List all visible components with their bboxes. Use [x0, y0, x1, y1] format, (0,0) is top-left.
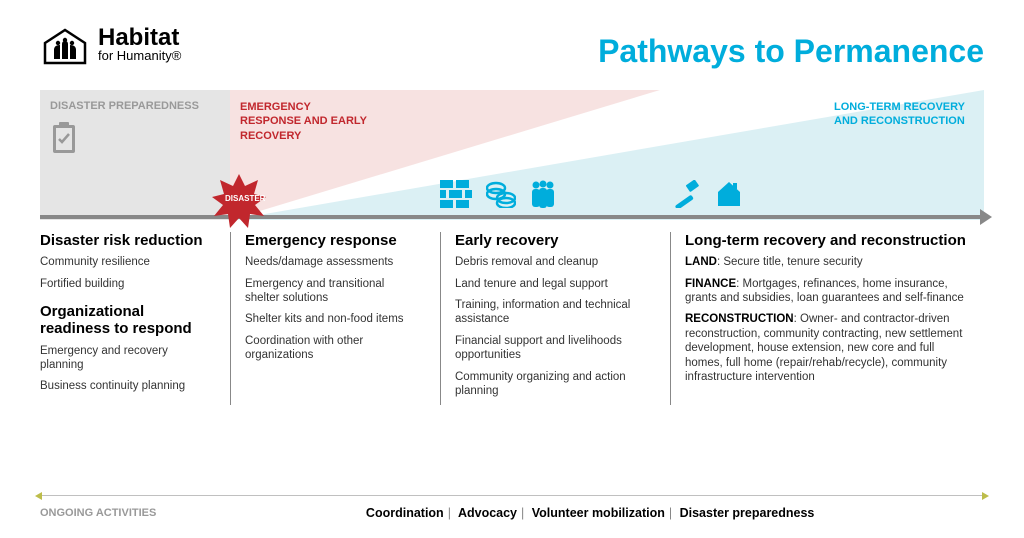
content-columns: Disaster risk reduction Community resili…	[40, 232, 984, 405]
col1-item: Community resilience	[40, 255, 212, 269]
col3-item: Community organizing and action planning	[455, 370, 652, 399]
col3-item: Training, information and technical assi…	[455, 298, 652, 327]
column-early-recovery: Early recovery Debris removal and cleanu…	[440, 232, 670, 405]
logo-text: Habitat for Humanity®	[98, 27, 181, 64]
col2-item: Emergency and transitional shelter solut…	[245, 277, 422, 306]
ongoing-label: ONGOING ACTIVITIES	[40, 507, 156, 519]
col1-heading-2: Organizational readiness to respond	[40, 303, 212, 338]
col2-item: Coordination with other organizations	[245, 334, 422, 363]
col1-heading-1: Disaster risk reduction	[40, 232, 212, 249]
early-recovery-icons	[440, 180, 556, 208]
longterm-label: LONG-TERM RECOVERY AND RECONSTRUCTION	[834, 100, 974, 129]
page-title: Pathways to Permanence	[598, 25, 984, 70]
timeline-arrow	[40, 215, 984, 219]
house-icon	[714, 180, 744, 208]
header: Habitat for Humanity® Pathways to Perman…	[0, 0, 1024, 80]
footer: ONGOING ACTIVITIES Coordination| Advocac…	[40, 495, 984, 520]
column-emergency-response: Emergency response Needs/damage assessme…	[230, 232, 440, 405]
column-disaster-risk: Disaster risk reduction Community resili…	[40, 232, 230, 405]
emergency-label: EMERGENCY RESPONSE AND EARLY RECOVERY	[240, 100, 370, 143]
column-long-term: Long-term recovery and reconstruction LA…	[670, 232, 984, 405]
col3-heading: Early recovery	[455, 232, 652, 249]
col4-land: LAND: Secure title, tenure security	[685, 255, 966, 269]
col3-item: Debris removal and cleanup	[455, 255, 652, 269]
clipboard-icon	[50, 121, 78, 155]
bricks-icon	[440, 180, 472, 208]
col1-item: Fortified building	[40, 277, 212, 291]
col4-finance: FINANCE: Mortgages, refinances, home ins…	[685, 277, 966, 306]
brand-name: Habitat	[98, 27, 181, 49]
longterm-icons	[670, 180, 744, 208]
col4-heading: Long-term recovery and reconstruction	[685, 232, 966, 249]
col2-item: Needs/damage assessments	[245, 255, 422, 269]
habitat-logo-icon	[40, 25, 90, 65]
col1-item: Emergency and recovery planning	[40, 344, 212, 373]
people-icon	[530, 180, 556, 208]
logo: Habitat for Humanity®	[40, 25, 181, 65]
col3-item: Land tenure and legal support	[455, 277, 652, 291]
col3-item: Financial support and livelihoods opport…	[455, 334, 652, 363]
coins-icon	[486, 180, 516, 208]
col1-item: Business continuity planning	[40, 379, 212, 393]
preparedness-box: DISASTER PREPAREDNESS	[40, 90, 230, 220]
col2-heading: Emergency response	[245, 232, 422, 249]
prep-label: DISASTER PREPAREDNESS	[50, 100, 220, 113]
footer-double-arrow	[40, 496, 984, 497]
brand-sub: for Humanity®	[98, 48, 181, 63]
hammer-icon	[670, 180, 700, 208]
ongoing-activities: Coordination| Advocacy| Volunteer mobili…	[196, 506, 984, 520]
disaster-star-label: DISASTER	[225, 194, 265, 203]
col2-item: Shelter kits and non-food items	[245, 312, 422, 326]
phase-diagram: DISASTER PREPAREDNESS EMERGENCY RESPONSE…	[40, 90, 984, 220]
col4-reconstruction: RECONSTRUCTION: Owner- and contractor-dr…	[685, 312, 966, 384]
